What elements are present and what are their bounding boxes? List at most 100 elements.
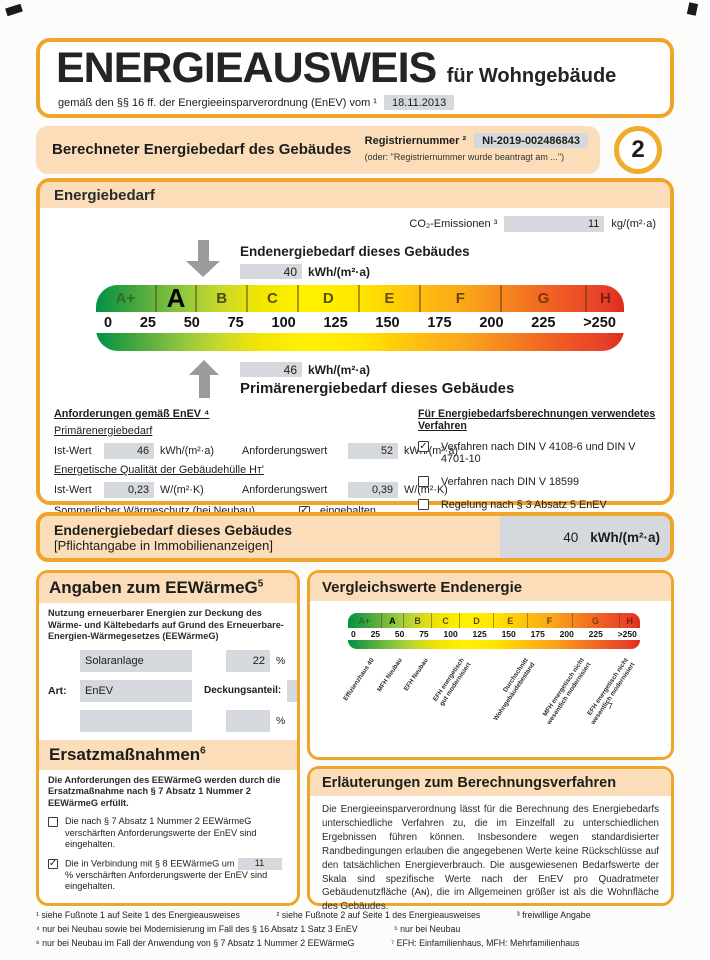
page-number-badge: 2 [614,126,662,174]
energy-class-segment: F [528,613,573,628]
primaer-ist-unit: kWh/(m²·a) [160,444,214,457]
tick-label: 100 [443,629,458,639]
art-value-field: EnEV [80,679,192,702]
verfahren-checkbox [418,499,429,510]
anforderungen-title: Anforderungen gemäß EnEV ⁴ [54,408,210,420]
energy-class-segment: D [460,613,494,628]
req1-label: Verschärfter Anforderungswert Primärener… [48,902,170,904]
verfahren-checkbox: ✓ [418,440,429,452]
enev-date-value: 18.11.2013 [383,95,455,110]
anforderungen-primaer-heading: Primärenergiebedarf [54,425,153,437]
vergleich-scale: A+ A B C D E F G H 0 25 50 75 100 125 15… [348,613,640,649]
ersatz-checkbox-1 [48,817,58,827]
tick-label: 100 [271,314,296,331]
vergleichswerte-title: Vergleichswerte Endenergie [322,578,523,596]
vergleich-label-effizienzhaus40: Effizienzhaus 40 [342,657,376,703]
anlage-value-field-empty [80,709,192,732]
primaer-pointer-arrow-icon [189,360,219,398]
ersatzmassnahmen-title: Ersatzmaßnahmen6 [49,744,206,764]
energy-class-segment: E [494,613,528,628]
ersatz-check2-label: Die in Verbindung mit § 8 EEWärmeG um 11%… [65,857,288,893]
co2-value: 11 [504,216,605,232]
header-box: ENERGIEAUSWEIS für Wohngebäude gemäß den… [36,38,674,118]
primaer-ist-value: 46 [104,442,154,459]
primaer-label: Primärenergiebedarf dieses Gebäudes [240,380,515,397]
vergleich-gradient-strip [348,640,640,649]
tick-label: 0 [351,629,356,639]
footnote-7: ⁷ EFH: Einfamilienhaus, MFH: Mehrfamilie… [390,937,580,948]
verfahren-title: Für Energiebedarfsberechnungen verwendet… [418,408,656,432]
tick-label: 200 [479,314,504,331]
erlaeuterungen-box: Erläuterungen zum Berechnungsverfahren D… [307,766,674,912]
eewaermeg-title: Angaben zum EEWärmeG5 [49,578,264,597]
deckung-pct-field: 11 [287,679,297,702]
energy-class-segment: A+ [348,613,382,628]
pflichtangabe-band: Endenergiebedarf dieses Gebäudes [Pflich… [36,512,674,562]
pflicht-unit: kWh/(m²·a) [590,529,660,545]
tick-label: 225 [588,629,603,639]
huelle-heading: Energetische Qualität der Gebäudehülle H… [54,464,264,476]
footnote-2: ² siehe Fußnote 2 auf Seite 1 des Energi… [276,910,481,920]
endenergie-unit: kWh/(m²·a) [308,264,370,279]
anlage-pct-field-empty [226,709,270,732]
energy-class-segment: E [360,285,421,312]
energy-class-segment: F [421,285,502,312]
ist-wert-label: Ist-Wert [54,483,92,496]
endenergie-value: 40 [240,264,302,279]
ersatz-title-footnote: 6 [200,744,206,756]
footnotes: ¹ siehe Fußnote 1 auf Seite 1 des Energi… [36,910,676,952]
energy-scale: A+ A B C D E F G H 0 25 50 75 100 125 15… [96,285,624,351]
energy-class-segment: B [197,285,249,312]
pct-unit: % [276,654,286,667]
energiebedarf-title: Energiebedarf [54,186,155,204]
anforderungswert-label: Anforderungswert [242,444,328,457]
tick-label: 200 [559,629,574,639]
pct-unit: % [276,714,286,727]
deckungsanteil-label: Deckungsanteil: [204,685,282,696]
anlage-pct-field: 22 [226,649,270,672]
verfahren-item-label: Regelung nach § 3 Absatz 5 EnEV [441,499,607,511]
page-number: 2 [631,136,645,163]
huelle-anf-unit: W/(m²·K) [404,483,448,496]
section-title: Berechneter Energiebedarf des Gebäudes [52,141,352,158]
vergleich-scale-ticks: 0 25 50 75 100 125 150 175 200 225 >250 [348,628,640,640]
registry-number-label: Registriernummer ² [364,134,467,147]
eewaermeg-intro: Nutzung erneuerbarer Energien zur Deckun… [48,608,284,641]
vergleich-label-mfh-neubau: MFH Neubau [376,657,404,694]
huelle-anf-value: 0,39 [348,481,398,498]
tick-label: 125 [323,314,348,331]
tick-label: 150 [375,314,400,331]
vergleich-class-band: A+ A B C D E F G H [348,613,640,628]
primaer-anf-unit: kWh/(m²·a) [404,444,458,457]
anforderungswert-label: Anforderungswert [242,483,328,496]
ersatz-checkbox-2: ✓ [48,857,58,869]
ersatz-intro: Die Anforderungen des EEWärmeG werden du… [48,774,281,808]
energy-class-segment: B [404,613,433,628]
verfahren-checkbox [418,476,429,487]
tick-label: 175 [427,314,452,331]
erlaeuterungen-body: Die Energieeinsparverordnung lässt für d… [322,804,659,913]
pflicht-value: 40 [563,529,579,545]
law-reference: gemäß den §§ 16 ff. der Energieeinsparve… [58,96,377,109]
tick-label: 50 [394,629,405,639]
section-title-band: Berechneter Energiebedarf des Gebäudes R… [36,126,600,174]
tick-label: 150 [501,629,516,639]
erlaeuterungen-title: Erläuterungen zum Berechnungsverfahren [322,774,617,791]
ist-wert-label: Ist-Wert [54,444,92,457]
co2-unit: kg/(m²·a) [611,218,656,230]
primaer-unit: kWh/(m²·a) [308,362,370,377]
huelle-ist-value: 0,23 [104,481,154,498]
tick-label: 75 [419,629,429,639]
art-label: Art: [48,684,67,697]
vergleichswerte-box: Vergleichswerte Endenergie A+ A B C D E … [307,570,674,760]
energy-class-segment: G [502,285,587,312]
footnote-6: ⁶ nur bei Neubau im Fall der Anwendung v… [36,937,355,948]
footnote-3: ³ freiwillige Angabe [516,910,591,920]
footnote-1: ¹ siehe Fußnote 1 auf Seite 1 des Energi… [36,910,240,920]
endenergie-label: Endenergiebedarf dieses Gebäudes [240,244,470,259]
scan-artifact-right [686,2,699,16]
pflicht-line1: Endenergiebedarf dieses Gebäudes [54,521,293,538]
tick-label: >250 [583,314,616,331]
energiebedarf-box: Energiebedarf CO₂-Emissionen ³ 11 kg/(m²… [36,178,674,534]
